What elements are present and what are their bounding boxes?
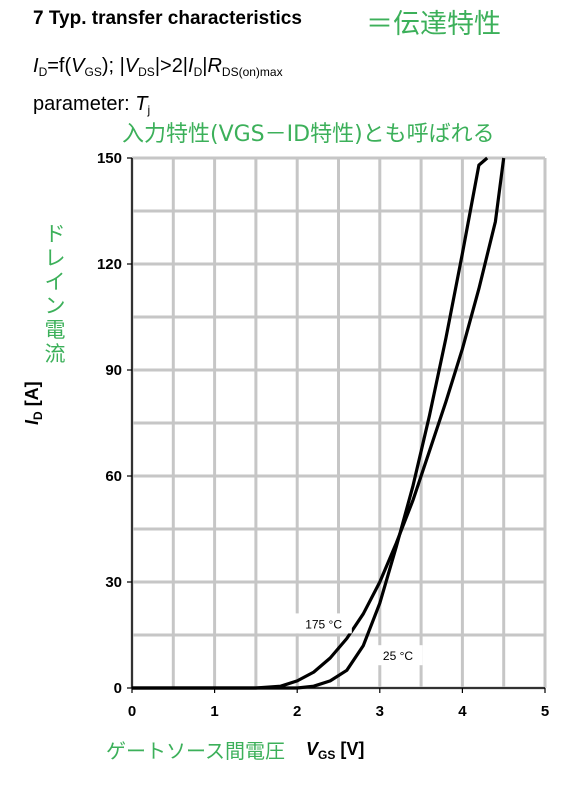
x-tick-label: 4 [458, 703, 467, 720]
chart-title-jp: ＝伝達特性 [366, 9, 501, 40]
y-tick-label: 120 [97, 256, 122, 273]
x-tick-label: 3 [376, 703, 384, 720]
x-tick-label: 2 [293, 703, 301, 720]
y-tick-label: 0 [114, 680, 122, 697]
annotation-label: 25 °C [383, 649, 413, 663]
y-tick-label: 150 [97, 150, 122, 167]
series-line-175c [132, 157, 506, 690]
y-tick-label: 90 [105, 362, 122, 379]
chart-title: 7 Typ. transfer characteristics [33, 8, 302, 29]
series-line-25c [132, 156, 489, 690]
y-axis-label-jp: ドレイン電流 [44, 222, 66, 366]
annotation-box [295, 613, 352, 634]
x-tick-label: 5 [541, 703, 549, 720]
chart-subtitle-jp: 入力特性(VGS－ID特性)とも呼ばれる [122, 122, 495, 147]
annotation-label: 175 °C [305, 617, 342, 631]
chart-formula: ID=f(VGS); |VDS|>2|ID|RDS(on)max [33, 55, 283, 79]
y-tick-label: 30 [105, 574, 122, 591]
chart-parameter: parameter: Tj [33, 93, 151, 117]
x-tick-label: 0 [128, 703, 136, 720]
x-axis-label: VGS [V] [306, 739, 365, 762]
annotation-box [373, 645, 423, 666]
y-tick-label: 60 [105, 468, 122, 485]
x-axis-label-jp: ゲートソース間電圧 [106, 739, 285, 763]
x-tick-label: 1 [210, 703, 218, 720]
